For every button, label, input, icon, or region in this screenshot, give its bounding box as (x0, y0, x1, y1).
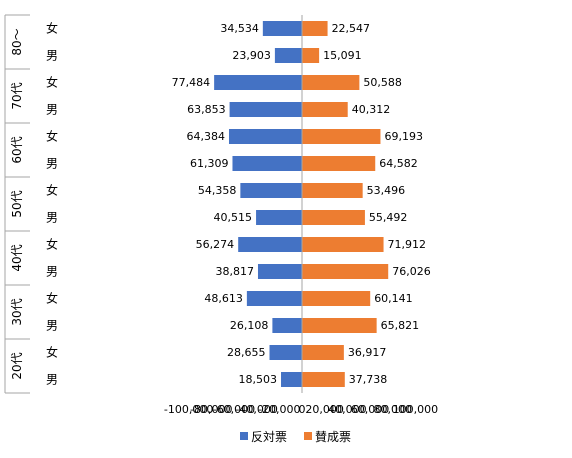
data-label-for: 76,026 (392, 265, 431, 278)
x-tick-label: 60,000 (351, 403, 390, 416)
group-label: 50代 (10, 190, 24, 217)
x-tick-label: -20,000 (258, 403, 300, 416)
data-label-for: 50,588 (363, 76, 402, 89)
group-label: 70代 (10, 82, 24, 109)
sex-label: 男 (46, 211, 58, 225)
bar-for (302, 264, 389, 279)
data-label-against: 18,503 (239, 373, 278, 386)
x-tick-label: -40,000 (235, 403, 277, 416)
group-label: 20代 (10, 352, 24, 379)
x-tick-label: 20,000 (305, 403, 344, 416)
sex-label: 女 (46, 129, 58, 144)
x-tick-label: -60,000 (213, 403, 255, 416)
data-label-against: 40,515 (214, 211, 253, 224)
bar-against (232, 156, 302, 171)
x-tick-label: 0 (299, 403, 306, 416)
bar-against (272, 318, 302, 333)
data-label-for: 64,582 (379, 157, 418, 170)
data-label-for: 65,821 (381, 319, 420, 332)
data-label-against: 28,655 (227, 346, 266, 359)
x-tick-label: 80,000 (373, 403, 412, 416)
x-tick-label: 40,000 (328, 403, 367, 416)
data-label-against: 23,903 (232, 49, 271, 62)
data-label-against: 38,817 (215, 265, 254, 278)
bar-against (274, 48, 302, 63)
bar-against (256, 210, 302, 225)
bar-for (302, 291, 371, 306)
sex-label: 女 (46, 75, 58, 90)
x-tick-label: -80,000 (190, 403, 232, 416)
sex-label: 女 (46, 183, 58, 198)
bar-against (240, 183, 302, 198)
bars-layer (214, 15, 389, 393)
data-label-for: 71,912 (388, 238, 427, 251)
data-label-for: 40,312 (352, 103, 391, 116)
data-label-against: 64,384 (186, 130, 225, 143)
x-tick-label: 100,000 (393, 403, 439, 416)
legend-label-for: 賛成票 (315, 430, 351, 444)
data-label-against: 63,853 (187, 103, 226, 116)
bar-for (302, 102, 348, 117)
data-label-against: 56,274 (196, 238, 235, 251)
data-label-for: 37,738 (349, 373, 388, 386)
data-label-for: 55,492 (369, 211, 408, 224)
legend-swatch-against (240, 432, 248, 440)
data-label-for: 53,496 (367, 184, 406, 197)
data-label-against: 48,613 (204, 292, 243, 305)
sex-label: 女 (46, 21, 58, 36)
bar-against (257, 264, 302, 279)
sex-label: 女 (46, 291, 58, 306)
group-label: 80～ (10, 28, 24, 55)
bar-against (214, 75, 302, 90)
sex-label: 男 (46, 157, 58, 171)
group-label: 40代 (10, 244, 24, 271)
data-label-for: 15,091 (323, 49, 362, 62)
data-label-against: 34,534 (220, 22, 259, 35)
bar-for (302, 237, 384, 252)
legend: 反対票 賛成票 (240, 430, 351, 444)
bar-for (302, 210, 365, 225)
bar-for (302, 183, 363, 198)
legend-swatch-for (304, 432, 312, 440)
bar-for (302, 21, 328, 36)
group-label: 30代 (10, 298, 24, 325)
bar-for (302, 129, 381, 144)
data-label-for: 36,917 (348, 346, 387, 359)
sex-label: 女 (46, 237, 58, 252)
bar-against (246, 291, 302, 306)
sex-label: 男 (46, 319, 58, 333)
data-label-against: 26,108 (230, 319, 269, 332)
group-label: 60代 (10, 136, 24, 163)
bar-for (302, 318, 377, 333)
bar-against (238, 237, 302, 252)
x-tick-label: -100,000 (164, 403, 213, 416)
data-label-for: 60,141 (374, 292, 413, 305)
bar-against (229, 102, 302, 117)
data-label-against: 54,358 (198, 184, 237, 197)
bar-against (228, 129, 302, 144)
data-label-against: 61,309 (190, 157, 229, 170)
data-label-against: 77,484 (172, 76, 211, 89)
bar-for (302, 156, 376, 171)
bar-for (302, 345, 344, 360)
bar-against (262, 21, 302, 36)
bar-for (302, 372, 345, 387)
sex-label: 男 (46, 49, 58, 63)
sex-label: 男 (46, 103, 58, 117)
bar-against (269, 345, 302, 360)
bar-for (302, 48, 320, 63)
data-label-for: 22,547 (332, 22, 371, 35)
sex-label: 男 (46, 373, 58, 387)
data-labels-layer: 34,534 22,547 23,903 15,091 77,484 50,588 63,8… (172, 22, 431, 386)
axis-layer (4, 14, 30, 394)
data-label-for: 69,193 (384, 130, 423, 143)
bar-against (281, 372, 302, 387)
sex-label: 男 (46, 265, 58, 279)
legend-label-against: 反対票 (251, 430, 287, 444)
sex-label: 女 (46, 345, 58, 360)
bar-for (302, 75, 360, 90)
